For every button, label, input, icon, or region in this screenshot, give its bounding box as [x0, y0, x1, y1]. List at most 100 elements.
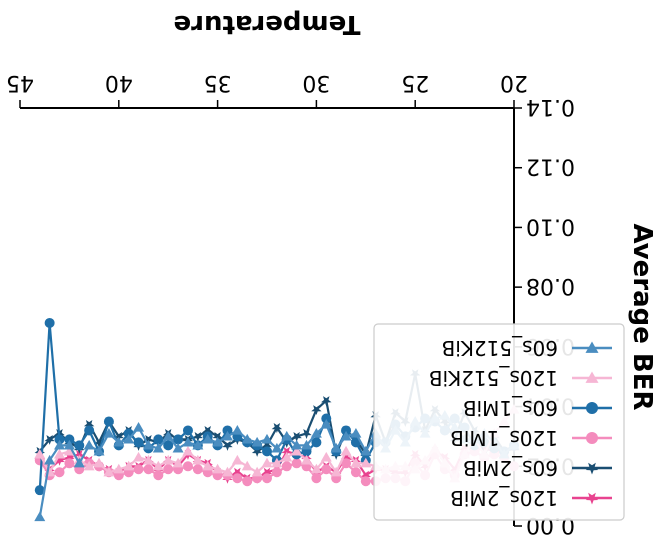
data-point [152, 442, 164, 453]
data-point [93, 445, 105, 456]
data-point [251, 446, 263, 457]
data-point [34, 448, 46, 459]
data-point [162, 454, 174, 465]
x-tick-label: 30 [302, 70, 330, 95]
data-point [231, 454, 243, 465]
data-point [192, 439, 204, 450]
data-point [360, 457, 372, 468]
data-point [232, 473, 243, 484]
data-point [241, 460, 253, 471]
data-point [271, 467, 282, 478]
x-tick-label: 35 [204, 70, 232, 95]
data-point [350, 457, 362, 468]
x-axis-title: Temperature [173, 9, 360, 39]
data-point [133, 464, 144, 475]
data-point [585, 371, 599, 383]
y-tick-label: 0.14 [526, 94, 575, 119]
data-point [586, 432, 598, 444]
data-point [212, 436, 224, 447]
data-point [586, 402, 598, 414]
data-point [64, 458, 75, 469]
legend-label: 120s_2MiB [450, 486, 558, 510]
data-point [311, 437, 322, 448]
legend-label: 60s_1MiB [463, 396, 558, 420]
data-point [321, 464, 332, 475]
data-point [162, 430, 174, 441]
y-axis-title: Average BER [627, 223, 657, 410]
legend-label: 60s_512KiB [442, 336, 558, 360]
data-point [152, 460, 164, 471]
x-tick-label: 20 [500, 70, 528, 95]
data-point [153, 470, 164, 481]
data-point [153, 434, 164, 445]
data-point [64, 452, 75, 463]
axis-labels: Temperature Average BER [173, 9, 657, 411]
data-point [262, 473, 272, 484]
data-point [281, 451, 293, 462]
data-point [143, 464, 154, 475]
data-point [83, 460, 95, 471]
data-point [83, 420, 95, 430]
data-point [163, 464, 174, 475]
data-point [291, 431, 302, 442]
data-point [221, 430, 233, 441]
data-point [340, 452, 352, 463]
x-tick-label: 25 [401, 70, 429, 95]
data-point [242, 476, 253, 487]
data-point [84, 425, 95, 436]
data-point [241, 433, 253, 444]
data-point [133, 437, 144, 448]
data-point [281, 461, 292, 472]
data-point [133, 451, 145, 462]
data-point [360, 470, 372, 481]
legend-item: 120s_2MiB [450, 486, 612, 510]
data-point [271, 442, 283, 453]
legend: 120s_2MiB 60s_2MiB 120s_1MiB 60s_1MiB 120s_5… [373, 323, 625, 521]
data-point [54, 455, 65, 466]
data-point [301, 428, 312, 439]
data-point [301, 454, 313, 465]
data-point [261, 467, 273, 478]
data-point [360, 476, 371, 487]
data-point [585, 462, 599, 475]
data-point [192, 464, 203, 475]
data-point [341, 425, 352, 436]
data-point [301, 439, 313, 450]
data-point [54, 439, 66, 450]
data-point [103, 466, 115, 477]
data-point [192, 431, 204, 442]
data-point [261, 457, 273, 468]
data-point [202, 460, 214, 471]
data-point [142, 454, 154, 465]
data-point [202, 426, 213, 436]
x-tick-label: 40 [105, 70, 133, 95]
legend-item: 60s_2MiB [463, 456, 612, 480]
y-tick-label: 0.10 [526, 213, 575, 238]
data-point [123, 433, 135, 444]
data-point [54, 448, 66, 459]
data-point [182, 445, 194, 456]
data-point [271, 423, 283, 433]
legend-item: 120s_1MiB [450, 426, 612, 450]
data-point [103, 427, 115, 438]
data-point [44, 454, 56, 465]
legend-item: 60s_1MiB [463, 396, 612, 420]
data-point [44, 434, 55, 445]
data-point [251, 436, 263, 447]
legend-label: 60s_2MiB [463, 456, 558, 480]
data-point [142, 439, 154, 450]
data-point [320, 451, 332, 462]
data-point [63, 445, 75, 456]
data-point [321, 396, 332, 407]
x-tick-label: 45 [6, 70, 34, 95]
data-point [320, 418, 332, 429]
data-point [321, 413, 332, 424]
data-point [310, 427, 322, 438]
data-point [262, 446, 272, 457]
data-point [73, 457, 85, 468]
data-point [271, 457, 283, 468]
data-point [54, 467, 65, 478]
data-point [74, 440, 85, 451]
data-point [281, 430, 293, 441]
